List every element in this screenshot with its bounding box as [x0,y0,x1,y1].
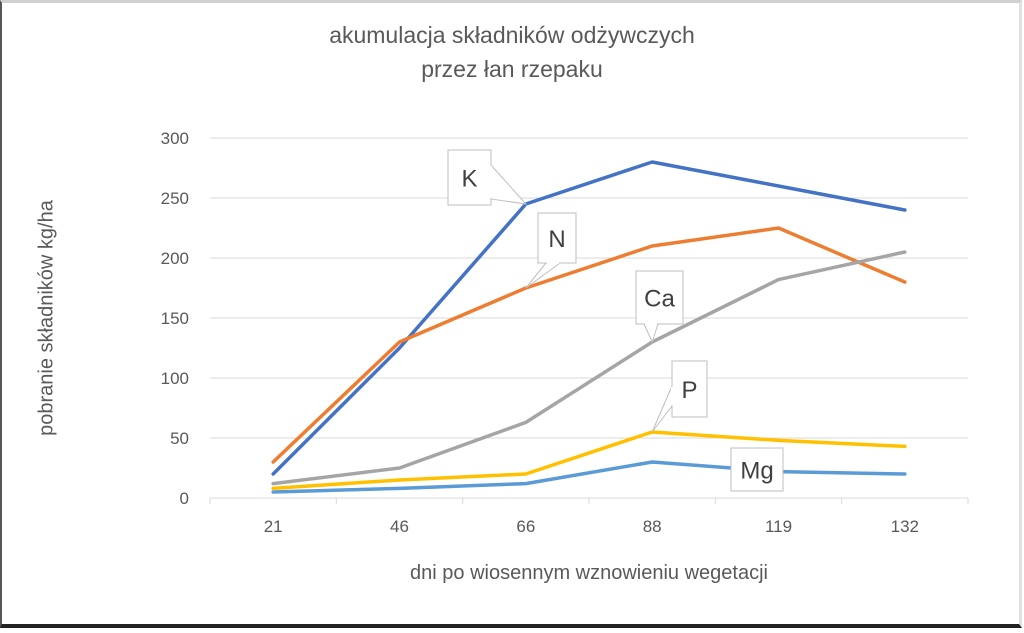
callout-label: Ca [644,286,675,313]
x-tick-label: 66 [516,517,535,536]
series-line-n [271,226,907,464]
data-callout-p: P [651,360,708,433]
x-tick-label: 88 [643,517,662,536]
x-tick-label: 132 [891,517,919,536]
series-line-ca [271,250,907,486]
chart-title-line-1: akumulacja składników odżywczych [329,22,695,48]
x-tick-label: 119 [765,517,792,536]
data-callout-n: N [525,212,577,289]
chart-title-line-2: przez łan rzepaku [421,56,603,82]
y-tick-label: 200 [161,249,189,268]
y-tick-label: 50 [170,429,189,448]
x-axis-label: dni po wiosennym wznowieniu wegetacji [410,562,768,584]
y-tick-label: 300 [161,129,189,148]
y-tick-label: 150 [161,309,189,328]
series-line-mg [271,460,907,494]
data-callout-ca: Ca [635,270,684,344]
y-tick-label: 100 [161,369,189,388]
callout-label: Mg [740,458,773,485]
x-tick-label: 21 [264,517,283,536]
callout-label: K [461,166,477,193]
callout-label: P [681,377,697,404]
y-tick-label: 0 [180,489,189,508]
data-callout-mg: Mg [730,447,784,492]
series-line-p [271,430,907,491]
y-tick-label: 250 [161,189,189,208]
data-callout-k: K [447,149,528,206]
series-line-k [271,160,907,476]
x-tick-label: 46 [390,517,409,536]
callout-label: N [548,226,565,253]
